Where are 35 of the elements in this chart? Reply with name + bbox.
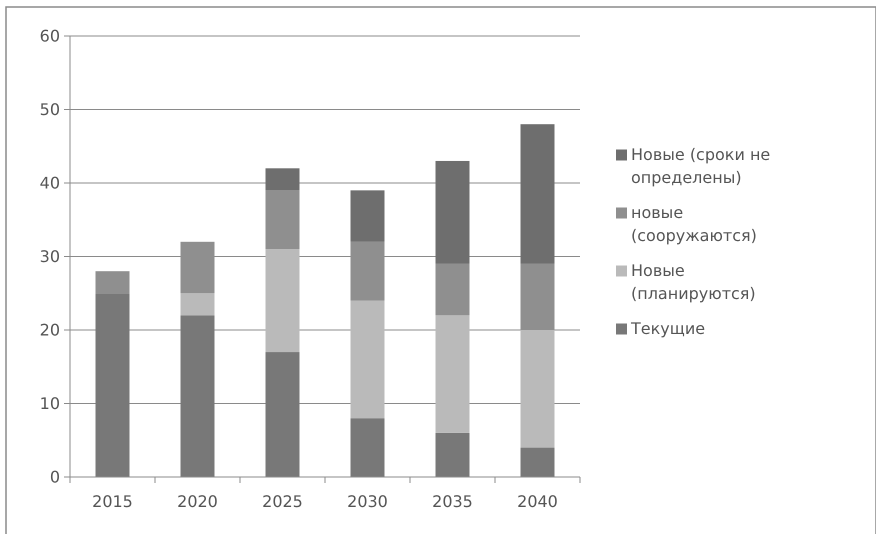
bar <box>350 300 384 418</box>
x-tick-label: 2035 <box>432 492 473 511</box>
bar <box>266 190 300 250</box>
bar <box>180 315 214 477</box>
y-tick-label: 0 <box>50 468 60 487</box>
bar <box>96 271 130 294</box>
x-tick-label: 2030 <box>347 492 388 511</box>
legend-label: Новые (планируются) <box>631 261 756 304</box>
bar <box>266 168 300 190</box>
bar <box>96 293 130 477</box>
y-tick-label: 40 <box>40 174 60 193</box>
bar <box>266 352 300 477</box>
bar <box>520 124 554 264</box>
x-tick-label: 2040 <box>517 492 558 511</box>
bar <box>520 330 554 448</box>
bar <box>180 293 214 316</box>
bar <box>436 315 470 433</box>
y-tick-label: 30 <box>40 247 60 266</box>
x-tick-label: 2025 <box>262 492 303 511</box>
legend-label: новые (сооружаются) <box>631 203 757 246</box>
bar <box>266 249 300 352</box>
y-tick-label: 60 <box>40 26 60 46</box>
bar <box>520 448 554 477</box>
y-tick-label: 10 <box>40 394 60 414</box>
bar <box>350 190 384 242</box>
x-tick-label: 2020 <box>177 492 218 511</box>
bar <box>436 264 470 316</box>
bar <box>436 432 470 477</box>
bar <box>350 418 384 477</box>
y-tick-label: 20 <box>40 320 60 340</box>
legend-label: Текущие <box>630 319 706 338</box>
legend-label: Новые (сроки не определены) <box>631 145 770 188</box>
bar <box>436 160 470 264</box>
x-tick-label: 2015 <box>92 492 133 511</box>
y-tick-label: 50 <box>40 100 60 120</box>
